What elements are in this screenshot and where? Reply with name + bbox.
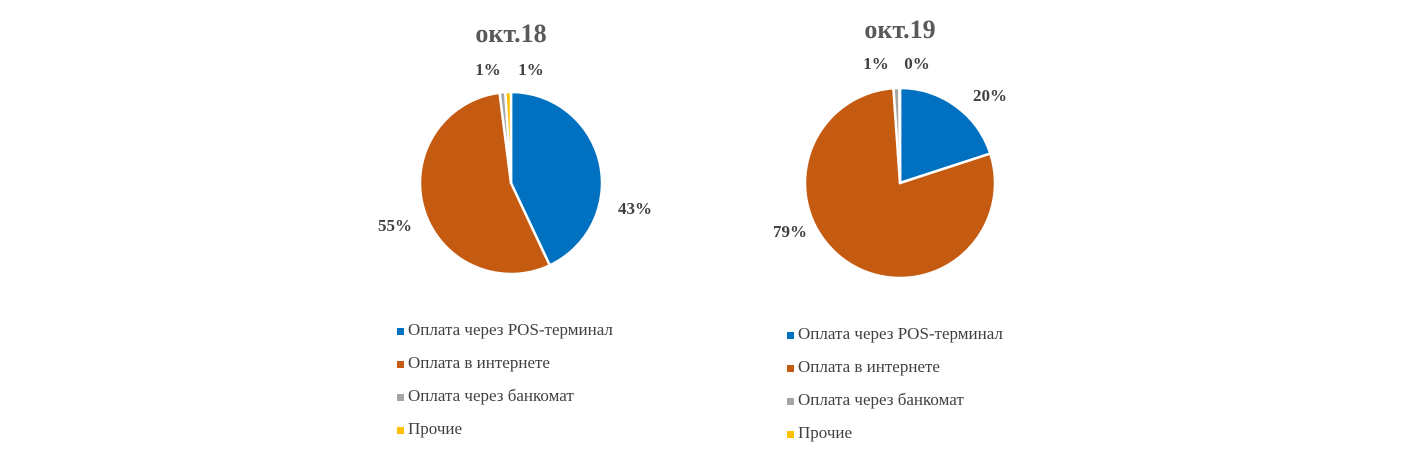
data-label: 0% <box>904 54 930 73</box>
pie-slice <box>503 90 513 184</box>
legend-marker <box>787 332 794 339</box>
legend-marker <box>397 328 404 335</box>
data-label: 1% <box>518 60 544 79</box>
pie-slice <box>898 86 992 185</box>
pie-chart-1: окт.18 43% 55% 1% 1% Оплата через POS-термина… <box>378 19 652 438</box>
pie-slice <box>803 86 997 280</box>
legend-entry: Оплата через банкомат <box>798 390 964 409</box>
legend-entry: Оплата в интернете <box>408 353 550 372</box>
legend-entry: Оплата в интернете <box>798 357 940 376</box>
pie-slice <box>418 91 552 276</box>
chart-title: окт.19 <box>864 15 935 44</box>
data-label: 79% <box>773 222 807 241</box>
data-label: 20% <box>973 86 1007 105</box>
data-label: 43% <box>618 199 652 218</box>
chart-title: окт.18 <box>475 19 546 48</box>
pie-chart-2: окт.19 20% 79% 1% 0% Оплата через POS-термина… <box>773 15 1007 442</box>
legend-marker <box>397 361 404 368</box>
data-label: 1% <box>863 54 889 73</box>
legend-entry: Оплата через POS-терминал <box>798 324 1003 343</box>
pie-slice <box>509 90 604 268</box>
legend-marker <box>397 394 404 401</box>
legend-entry: Оплата через банкомат <box>408 386 574 405</box>
legend-marker <box>787 431 794 438</box>
legend-entry: Прочие <box>798 423 852 442</box>
data-label: 1% <box>475 60 501 79</box>
pie-slice <box>898 86 902 184</box>
legend-entry: Прочие <box>408 419 462 438</box>
legend-entry: Оплата через POS-терминал <box>408 320 613 339</box>
legend-marker <box>787 365 794 372</box>
legend-marker <box>787 398 794 405</box>
data-label: 55% <box>378 216 412 235</box>
legend-marker <box>397 427 404 434</box>
